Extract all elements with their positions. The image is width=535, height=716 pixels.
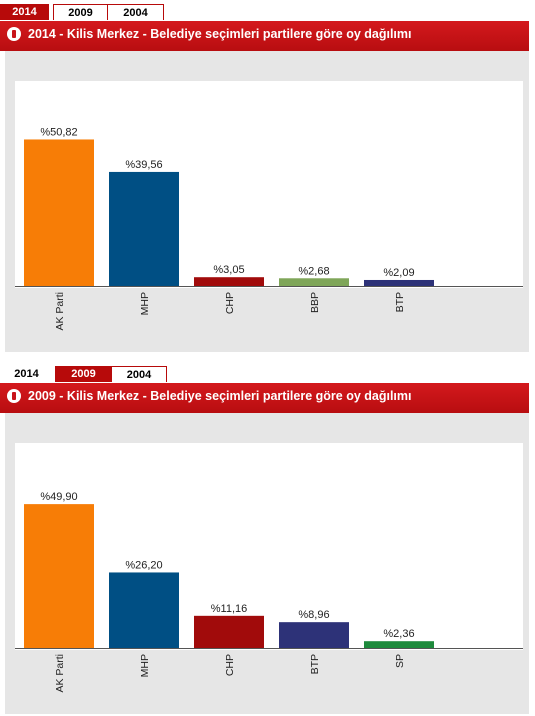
category-label: MHP — [139, 654, 151, 677]
bar-ak-parti — [24, 139, 94, 286]
value-label: %2,09 — [383, 267, 414, 279]
tab-2014[interactable]: 2014 — [0, 366, 53, 382]
value-label: %8,96 — [298, 609, 329, 621]
info-icon — [7, 389, 21, 403]
tab-2014[interactable]: 2014 — [0, 4, 49, 20]
chart-area: %50,82 AK Parti %39,56 MHP %3,05 CHP %2,68 BBP%… — [5, 51, 529, 352]
bar-bbp — [279, 278, 349, 286]
category-label: CHP — [224, 292, 236, 314]
bar-mhp — [109, 171, 179, 286]
category-label: BTP — [309, 654, 321, 674]
bar-sp — [364, 641, 434, 648]
value-label: %49,90 — [40, 491, 77, 503]
category-label: BBP — [309, 292, 321, 313]
bar-chp — [194, 277, 264, 286]
chart-panel-2009: 2014 2009 2004 2009 - Kilis Merkez - Bel… — [0, 366, 535, 716]
value-label: %2,68 — [298, 265, 329, 277]
category-label: AK Parti — [54, 292, 66, 331]
bar-mhp — [109, 572, 179, 648]
value-label: %50,82 — [40, 126, 77, 138]
category-label: MHP — [139, 292, 151, 315]
info-icon — [7, 27, 21, 41]
chart-area: %49,90 AK Parti %26,20 MHP %11,16 CHP %8,96 BTP… — [5, 413, 529, 714]
bar-chp — [194, 615, 264, 648]
tab-2009[interactable]: 2009 — [55, 366, 112, 382]
category-label: BTP — [394, 292, 406, 312]
tab-2009[interactable]: 2009 — [53, 4, 108, 20]
tab-2004[interactable]: 2004 — [112, 366, 167, 382]
value-label: %3,05 — [213, 264, 244, 276]
chart-title: 2014 - Kilis Merkez - Belediye seçimleri… — [28, 27, 412, 41]
category-label: SP — [394, 654, 406, 668]
bar-btp — [279, 622, 349, 648]
category-label: CHP — [224, 654, 236, 676]
chart-panel-2014: 2014 2009 2004 2014 - Kilis Merkez - Bel… — [0, 4, 535, 354]
value-label: %11,16 — [211, 603, 248, 615]
value-label: %26,20 — [125, 559, 162, 571]
value-label: %39,56 — [125, 159, 162, 171]
plot-area — [15, 443, 523, 650]
category-label: AK Parti — [54, 654, 66, 693]
chart-header: 2014 - Kilis Merkez - Belediye seçimleri… — [0, 21, 529, 51]
bar-ak-parti — [24, 504, 94, 648]
year-tabs: 2014 2009 2004 — [0, 366, 535, 382]
chart-title: 2009 - Kilis Merkez - Belediye seçimleri… — [28, 389, 412, 403]
bar-chart: %50,82 AK Parti %39,56 MHP %3,05 CHP %2,68 BBP%… — [15, 126, 523, 331]
tab-2004[interactable]: 2004 — [108, 4, 164, 20]
value-label: %2,36 — [383, 628, 414, 640]
bar-chart: %49,90 AK Parti %26,20 MHP %11,16 CHP %8,96 BTP… — [15, 491, 523, 693]
plot-area — [15, 81, 523, 288]
chart-header: 2009 - Kilis Merkez - Belediye seçimleri… — [0, 383, 529, 413]
bar-btp — [364, 279, 434, 286]
year-tabs: 2014 2009 2004 — [0, 4, 535, 20]
